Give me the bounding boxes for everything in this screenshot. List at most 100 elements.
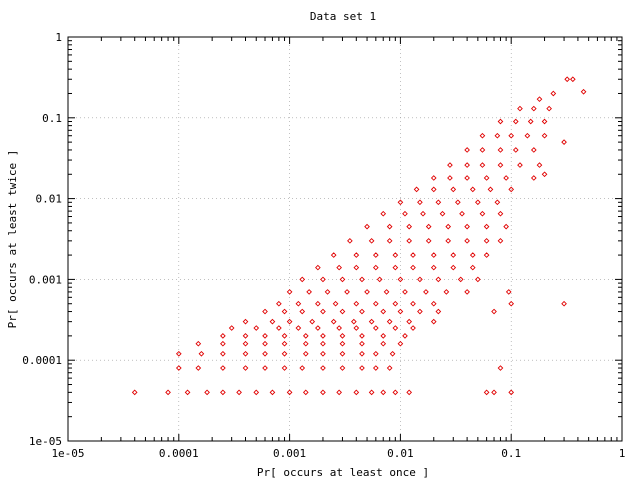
scatter-point: [220, 389, 226, 396]
scatter-point: [320, 333, 326, 339]
scatter-point: [295, 325, 302, 331]
scatter-point: [392, 252, 399, 258]
scatter-point: [439, 210, 446, 217]
scatter-point: [410, 300, 416, 307]
scatter-point: [417, 199, 423, 206]
scatter-point: [517, 105, 523, 112]
scatter-point: [406, 223, 413, 230]
chart-title: Data set 1: [310, 10, 376, 23]
scatter-point: [410, 264, 416, 271]
scatter-point: [315, 300, 321, 307]
scatter-point: [281, 308, 288, 315]
scatter-point: [364, 223, 370, 230]
scatter-point: [497, 238, 504, 244]
scatter-point: [281, 350, 288, 357]
scatter-point: [269, 318, 276, 325]
scatter-point: [242, 350, 249, 357]
scatter-point: [450, 264, 457, 271]
scatter-point: [359, 308, 365, 315]
scatter-point: [435, 276, 442, 283]
x-tick-label: 0.01: [387, 447, 414, 460]
scatter-point: [450, 186, 457, 193]
scatter-point: [497, 210, 504, 217]
y-tick-label: 1e-05: [29, 435, 62, 448]
scatter-point: [475, 276, 481, 283]
scatter-point: [512, 147, 519, 153]
scatter-point: [368, 318, 375, 325]
scatter-point: [397, 340, 404, 347]
scatter-point: [299, 276, 306, 283]
scatter-point: [372, 365, 379, 371]
scatter-point: [242, 340, 249, 347]
scatter-point: [464, 289, 470, 295]
y-axis-label: Pr[ occurs at least twice ]: [6, 150, 19, 329]
scatter-point: [402, 210, 408, 217]
scatter-point: [359, 340, 365, 347]
scatter-point: [469, 252, 476, 258]
x-tick-label: 1: [619, 447, 626, 460]
scatter-point: [359, 365, 365, 371]
scatter-point: [392, 325, 399, 331]
scatter-point: [330, 318, 337, 325]
scatter-point: [372, 300, 379, 307]
y-tick-label: 0.01: [36, 193, 63, 206]
scatter-point: [402, 289, 408, 295]
scatter-point: [430, 175, 437, 181]
scatter-point: [364, 289, 370, 295]
scatter-point: [262, 365, 268, 371]
scatter-point: [315, 325, 321, 331]
scatter-point: [430, 300, 437, 307]
scatter-point: [503, 175, 509, 181]
scatter-point: [420, 210, 426, 217]
scatter-point: [339, 333, 346, 339]
x-tick-label: 0.001: [273, 447, 306, 460]
scatter-point: [445, 238, 452, 244]
scatter-point: [220, 340, 226, 347]
scatter-point: [413, 186, 420, 193]
axis-ticks: [67, 36, 623, 442]
scatter-point: [262, 308, 268, 315]
scatter-point: [517, 162, 523, 168]
scatter-point: [392, 389, 399, 396]
scatter-point: [479, 132, 486, 139]
scatter-point: [359, 350, 365, 357]
x-tick-label: 1e-05: [51, 447, 84, 460]
scatter-point: [353, 325, 360, 331]
scatter-point: [479, 162, 486, 168]
scatter-point: [530, 147, 537, 153]
scatter-point: [309, 318, 316, 325]
x-tick-label: 0.0001: [159, 447, 199, 460]
scatter-point: [459, 210, 465, 217]
scatter-point: [165, 389, 171, 396]
scatter-point: [339, 350, 346, 357]
scatter-point: [397, 308, 404, 315]
scatter-point: [392, 264, 399, 271]
scatter-point: [541, 118, 548, 125]
scatter-point: [479, 147, 486, 153]
scatter-point: [220, 333, 226, 339]
x-axis-label: Pr[ occurs at least once ]: [257, 466, 429, 479]
scatter-point: [353, 300, 360, 307]
scatter-point: [564, 76, 571, 83]
scatter-point: [359, 333, 365, 339]
scatter-point: [475, 199, 481, 206]
scatter-point: [469, 186, 476, 193]
scatter-point: [368, 238, 375, 244]
scatter-point: [198, 350, 205, 357]
scatter-point: [503, 223, 509, 230]
y-tick-label: 1: [55, 31, 62, 44]
scatter-point: [508, 300, 515, 307]
scatter-point: [336, 389, 342, 396]
scatter-point: [402, 333, 408, 339]
scatter-point: [430, 318, 437, 325]
scatter-point: [281, 333, 288, 339]
scatter-point: [561, 300, 567, 307]
scatter-point: [430, 186, 437, 193]
scatter-point: [320, 389, 326, 396]
scatter-point: [430, 252, 437, 258]
scatter-point: [220, 365, 226, 371]
scatter-point: [347, 238, 353, 244]
scatter-point: [262, 333, 268, 339]
y-tick-label: 0.001: [29, 273, 62, 286]
